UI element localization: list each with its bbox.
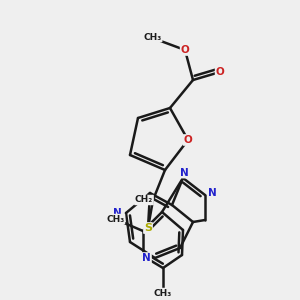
Text: N: N: [180, 168, 189, 178]
Text: CH₃: CH₃: [154, 289, 172, 298]
Text: CH₂: CH₂: [135, 196, 153, 205]
Text: CH₃: CH₃: [143, 32, 162, 41]
Text: N: N: [113, 208, 122, 218]
Text: CH₃: CH₃: [106, 214, 124, 224]
Text: O: O: [181, 45, 189, 55]
Text: O: O: [184, 135, 192, 145]
Text: S: S: [144, 223, 152, 233]
Text: N: N: [208, 188, 217, 199]
Text: O: O: [216, 67, 224, 77]
Text: N: N: [142, 253, 151, 263]
